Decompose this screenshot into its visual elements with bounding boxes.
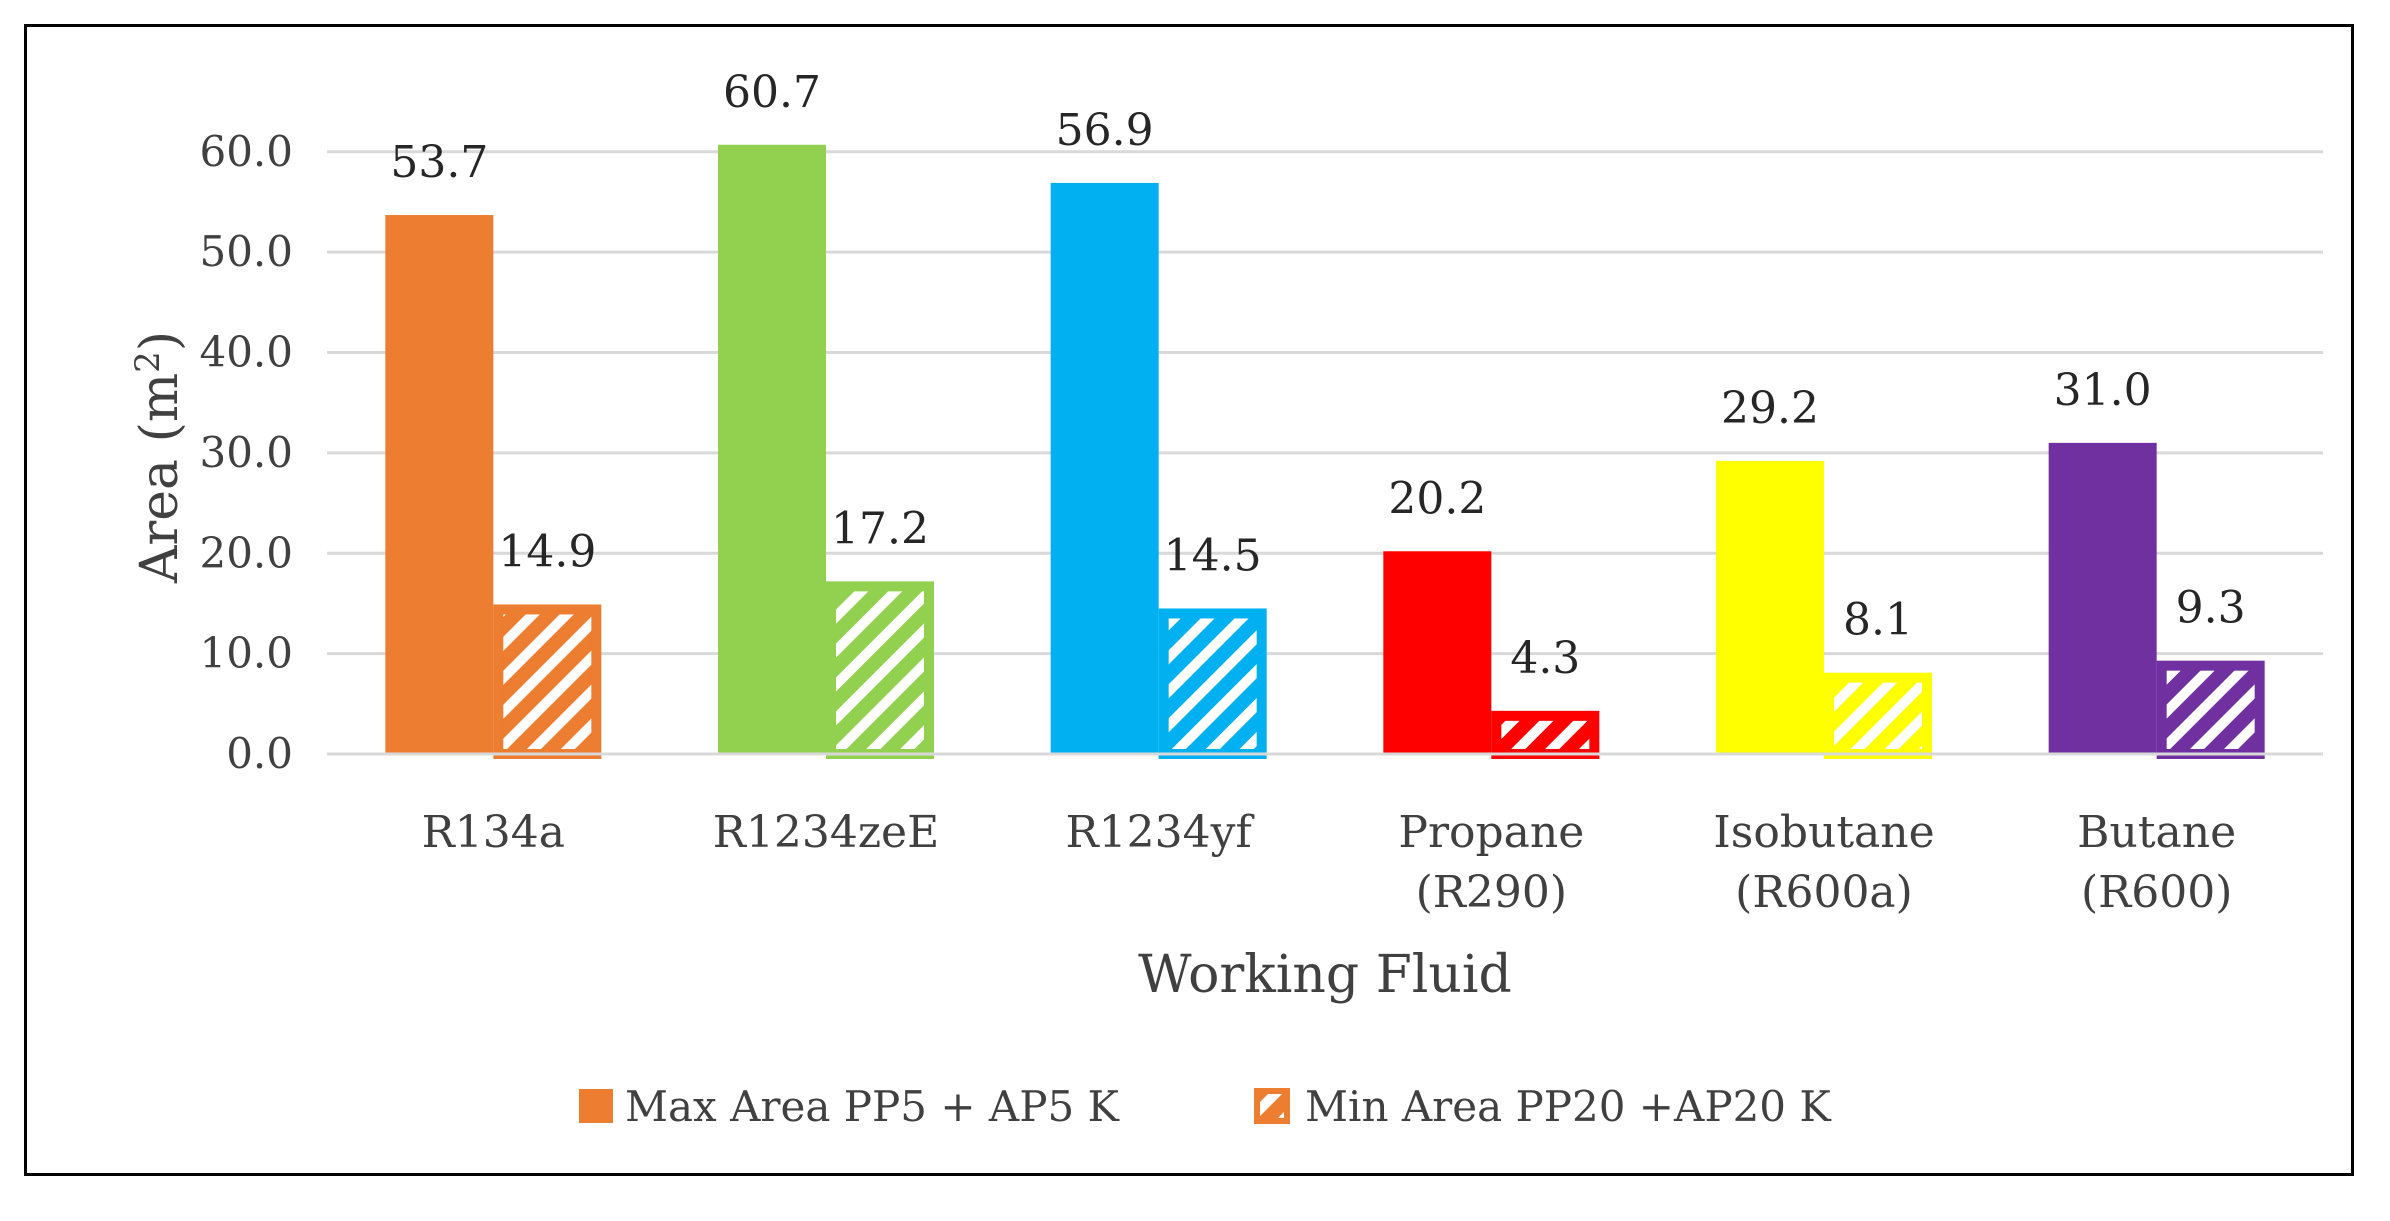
legend-label-max: Max Area PP5 + AP5 K [625, 1082, 1121, 1131]
bar-chart: 0.0 10.0 20.0 30.0 40.0 50.0 60.0 53.7 14.9 60.7… [128, 67, 2323, 1131]
x-axis-categories: R134a R1234zeE R1234yf Propane (R290) Isobuta… [422, 807, 2236, 918]
legend-item-max: Max Area PP5 + AP5 K [579, 1082, 1121, 1131]
x-axis-title: Working Fluid [1138, 945, 1512, 1005]
data-labels: 53.7 14.9 60.7 17.2 56.9 14.5 20.2 4.3 29.2 8.1 31… [390, 67, 2245, 684]
bar-min-r1234zee [826, 581, 934, 760]
bar-max-propane-r290 [1383, 551, 1492, 754]
x-tick-label: R1234yf [1066, 807, 1255, 858]
chart-frame: 0.0 10.0 20.0 30.0 40.0 50.0 60.0 53.7 14.9 60.7… [24, 24, 2354, 1176]
x-tick-label: R1234zeE [713, 807, 939, 858]
bar-min-isobutane-r600a [1824, 672, 1932, 760]
data-label: 53.7 [390, 137, 488, 188]
data-label: 31.0 [2054, 365, 2152, 416]
x-tick-label: (R600a) [1735, 867, 1913, 918]
bar-min-r1234yf [1158, 608, 1267, 759]
gridlines [327, 150, 2323, 656]
bars [385, 144, 2265, 760]
legend-label-min: Min Area PP20 +AP20 K [1305, 1082, 1832, 1131]
x-tick-label: Butane [2077, 807, 2236, 858]
bar-min-r134a [493, 604, 602, 760]
data-label: 29.2 [1721, 383, 1819, 434]
data-label: 14.9 [498, 526, 596, 577]
x-tick-label: R134a [422, 807, 565, 858]
bar-max-butane-r600 [2048, 442, 2157, 754]
y-axis-ticks: 0.0 10.0 20.0 30.0 40.0 50.0 60.0 [199, 127, 293, 778]
data-label: 4.3 [1510, 633, 1580, 684]
bar-max-r1234zee [718, 144, 826, 754]
bar-min-propane-r290 [1491, 710, 1600, 759]
y-tick-label: 60.0 [199, 127, 293, 176]
data-label: 56.9 [1056, 105, 1154, 156]
y-tick-label: 30.0 [199, 428, 293, 477]
bar-max-r134a [385, 215, 494, 755]
data-label: 9.3 [2176, 583, 2246, 634]
y-tick-label: 10.0 [199, 629, 293, 678]
data-label: 14.5 [1164, 530, 1262, 581]
x-tick-label: (R600) [2081, 867, 2232, 918]
data-label: 17.2 [831, 503, 929, 554]
y-axis-title: Area (m2) [128, 331, 190, 584]
data-label: 20.2 [1388, 473, 1486, 524]
x-tick-label: Propane [1398, 807, 1584, 858]
legend-item-min: Min Area PP20 +AP20 K [1254, 1082, 1832, 1131]
bar-max-isobutane-r600a [1716, 460, 1824, 754]
data-label: 60.7 [723, 67, 821, 118]
legend-swatch-max [579, 1089, 613, 1123]
bar-max-r1234yf [1050, 182, 1159, 755]
y-tick-label: 50.0 [199, 227, 293, 276]
legend: Max Area PP5 + AP5 K Min Area PP20 +AP20… [579, 1082, 1832, 1131]
bar-min-butane-r600 [2156, 660, 2265, 759]
data-label: 8.1 [1843, 595, 1913, 646]
y-tick-label: 0.0 [226, 729, 293, 778]
y-tick-label: 20.0 [199, 528, 293, 577]
x-tick-label: (R290) [1416, 867, 1567, 918]
legend-swatch-min [1254, 1088, 1290, 1124]
y-tick-label: 40.0 [199, 328, 293, 377]
x-tick-label: Isobutane [1713, 807, 1934, 858]
